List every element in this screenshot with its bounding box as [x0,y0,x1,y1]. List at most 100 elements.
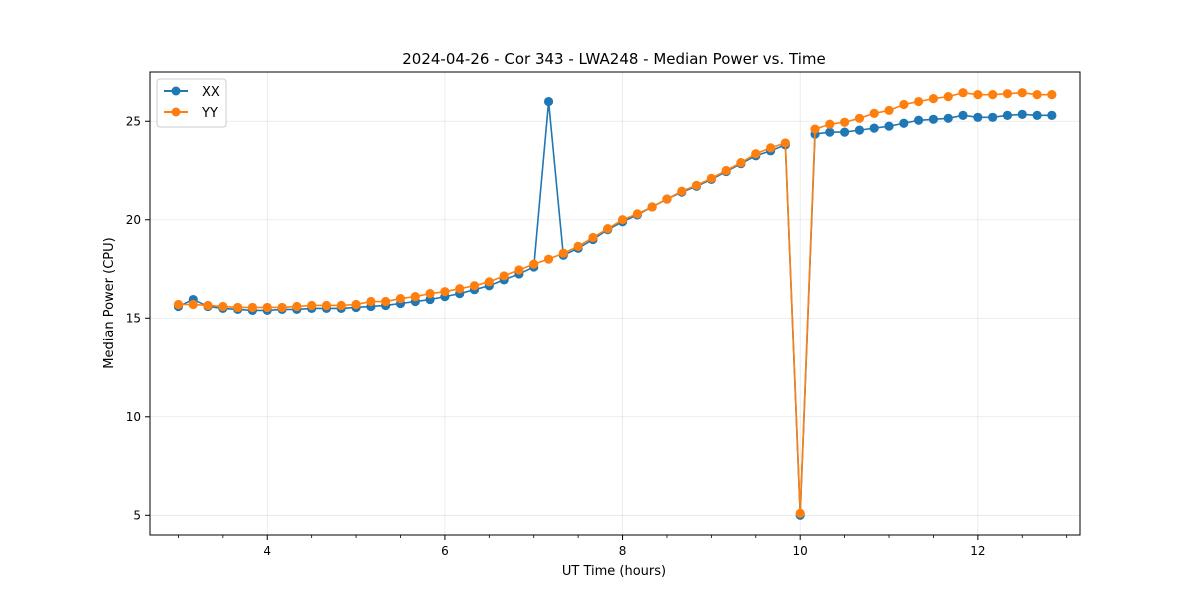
data-point-yy [1032,90,1042,100]
data-point-yy [810,124,820,134]
data-point-yy [840,117,850,127]
data-point-yy [973,90,983,100]
data-point-yy [914,96,924,107]
data-point-yy [632,209,642,219]
data-point-yy [899,99,909,110]
data-point-yy [869,108,879,118]
data-point-yy [292,301,302,312]
data-point-yy [425,289,435,299]
data-point-yy [751,149,761,159]
data-point-yy [351,299,361,310]
legend-marker-yy [171,107,181,117]
x-tick-label: 10 [793,544,808,558]
y-axis-label: Median Power (CPU) [102,237,117,368]
data-point-yy [647,202,657,212]
data-point-yy [543,254,554,264]
data-point-yy [603,224,613,234]
data-point-yy [262,302,272,313]
data-point-yy [721,165,731,176]
data-point-yy [825,119,835,129]
data-point-yy [988,90,998,100]
data-point-xx [943,113,953,123]
legend-label-xx: XX [202,85,220,100]
data-point-xx [928,114,939,124]
data-point-xx [825,127,835,137]
data-point-yy [884,105,894,116]
data-point-yy [455,284,465,294]
data-point-xx [1047,110,1057,120]
y-tick-label: 25 [126,114,141,128]
data-point-yy [366,296,376,307]
x-tick-label: 12 [970,544,985,558]
y-tick-label: 20 [126,213,141,227]
data-point-yy [677,186,687,196]
data-point-yy [736,158,746,168]
data-point-yy [958,88,968,98]
grid [150,72,1080,535]
data-point-yy [188,299,198,310]
data-point-xx [840,127,850,137]
data-point-xx [958,110,968,120]
data-point-xx [854,125,865,135]
data-point-yy [203,300,213,311]
data-point-yy [780,138,790,148]
data-point-xx [1002,110,1013,120]
data-point-yy [514,265,524,275]
data-point-yy [440,287,450,297]
data-point-yy [943,92,953,102]
data-point-yy [277,302,287,313]
data-point-yy [766,143,776,153]
data-point-yy [1047,90,1057,100]
data-point-yy [706,173,716,183]
data-point-yy [321,300,332,311]
data-point-yy [307,300,317,311]
y-tick-label: 10 [126,410,141,424]
data-point-yy [662,194,672,204]
data-point-yy [928,94,939,104]
data-point-yy [1017,88,1027,98]
data-point-yy [795,508,805,518]
data-point-xx [884,121,894,131]
data-point-yy [854,113,865,123]
data-point-yy [381,296,391,307]
data-point-yy [173,299,184,310]
data-point-xx [1017,109,1027,119]
series-layer [173,88,1057,520]
data-point-yy [395,293,406,304]
data-point-yy [1002,89,1013,99]
ticks: 4 6 8 10 12 5 10 15 20 25 [126,114,1068,558]
legend: XX YY [156,78,227,128]
x-axis-label: UT Time (hours) [562,564,666,579]
data-point-yy [691,180,702,190]
legend-label-yy: YY [201,106,218,121]
y-tick-label: 5 [133,508,141,522]
x-tick-label: 8 [619,544,627,558]
data-point-yy [529,259,539,269]
data-point-yy [218,301,228,312]
data-point-yy [499,271,509,281]
data-point-xx [543,96,554,107]
data-point-yy [558,248,568,258]
data-point-xx [869,123,879,133]
data-point-xx [1032,110,1042,120]
chart-title: 2024-04-26 - Cor 343 - LWA248 - Median P… [402,50,826,68]
data-point-xx [899,118,909,128]
data-point-xx [914,115,924,125]
data-point-xx [988,112,998,122]
data-point-xx [973,112,983,122]
data-point-yy [617,215,628,225]
data-point-yy [336,300,346,311]
data-point-yy [469,281,480,291]
data-point-yy [573,241,583,251]
data-point-yy [588,232,598,243]
data-point-yy [233,302,243,313]
data-point-yy [410,292,420,302]
data-point-yy [484,277,494,287]
x-tick-label: 4 [263,544,271,558]
plot-frame [149,71,1081,536]
y-tick-label: 15 [126,311,141,325]
legend-marker-xx [171,86,181,96]
data-point-yy [247,302,258,313]
x-tick-label: 6 [441,544,449,558]
